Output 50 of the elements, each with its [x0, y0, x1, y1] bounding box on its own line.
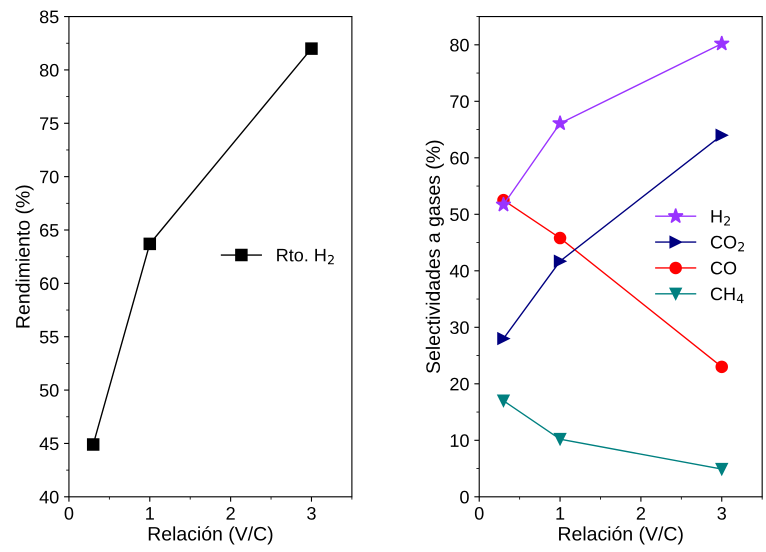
- legend-label: CO$_{2}$: [710, 236, 744, 252]
- point: [496, 196, 512, 212]
- point: [714, 35, 730, 51]
- y-tick-label: 40: [450, 264, 469, 278]
- y-tick-label: 60: [450, 152, 469, 165]
- x-tick-label: 2: [636, 507, 646, 520]
- point: [716, 360, 728, 374]
- point: [86, 438, 100, 451]
- legend-label: Rto. H$_{2}$: [277, 248, 334, 264]
- legend-label: CO: [710, 262, 736, 274]
- y-axis-title: Selectividades a gases (%): [426, 140, 444, 374]
- y-tick-label: 20: [450, 378, 469, 391]
- legend-label: CH$_{4}$: [710, 288, 744, 304]
- point: [716, 462, 728, 476]
- y-tick-label: 75: [40, 117, 58, 130]
- y-tick-label: 65: [40, 224, 58, 237]
- y-tick-label: 70: [450, 95, 469, 108]
- point: [497, 332, 510, 345]
- x-axis-title: Relación (V/C): [559, 526, 683, 544]
- y-tick-label: 55: [40, 330, 58, 344]
- y-tick-label: 50: [450, 208, 469, 222]
- y-axis-title: Rendimiento (%): [15, 185, 34, 328]
- y-tick-label: 40: [40, 490, 59, 504]
- y-tick-label: 80: [40, 64, 59, 77]
- point: [554, 432, 566, 446]
- point: [716, 128, 728, 142]
- x-tick-label: 1: [556, 507, 564, 520]
- point: [554, 254, 566, 268]
- x-tick-label: 3: [307, 507, 316, 520]
- point: [305, 42, 318, 55]
- x-axis-title: Relación (V/C): [148, 526, 272, 544]
- x-tick-label: 1: [146, 507, 154, 520]
- y-tick-label: 30: [450, 321, 469, 334]
- y-tick-label: 85: [40, 10, 58, 24]
- y-tick-label: 60: [40, 277, 59, 290]
- point: [554, 232, 566, 244]
- y-tick-label: 50: [40, 384, 59, 397]
- y-tick-label: 0: [460, 490, 469, 504]
- y-tick-label: 80: [450, 38, 469, 52]
- y-tick-label: 70: [40, 170, 59, 184]
- point: [144, 238, 156, 250]
- legend-label: H$_{2}$: [711, 210, 730, 226]
- point: [552, 115, 568, 130]
- x-tick-label: 2: [226, 507, 235, 520]
- y-tick-label: 10: [450, 434, 469, 448]
- x-tick-label: 0: [64, 507, 74, 520]
- point: [497, 394, 510, 407]
- y-tick-label: 45: [40, 438, 58, 450]
- x-tick-label: 0: [474, 507, 484, 520]
- x-tick-label: 3: [717, 507, 726, 520]
